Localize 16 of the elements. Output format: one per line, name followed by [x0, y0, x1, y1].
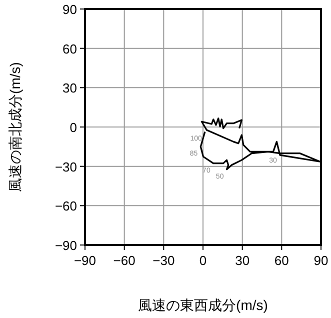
y-tick-label: −90 [54, 238, 77, 253]
y-tick-label: −30 [54, 159, 77, 174]
x-tick-label: 0 [199, 253, 207, 268]
x-tick-label: 90 [314, 253, 328, 268]
x-tick-label: −90 [74, 253, 96, 268]
y-tick-label: 30 [62, 80, 77, 96]
y-axis-title: 風速の南北成分(m/s) [7, 62, 23, 192]
y-tick-label: 0 [70, 120, 77, 135]
y-tick-label: −60 [54, 198, 77, 214]
x-tick-label: 60 [274, 253, 289, 268]
y-tick-label: 60 [62, 41, 77, 56]
x-tick-label: 30 [235, 253, 250, 268]
y-tick-label: 90 [62, 2, 77, 17]
x-tick-label: −30 [152, 253, 175, 268]
x-axis-title: 風速の東西成分(m/s) [138, 297, 268, 313]
x-tick-label: −60 [113, 253, 136, 268]
